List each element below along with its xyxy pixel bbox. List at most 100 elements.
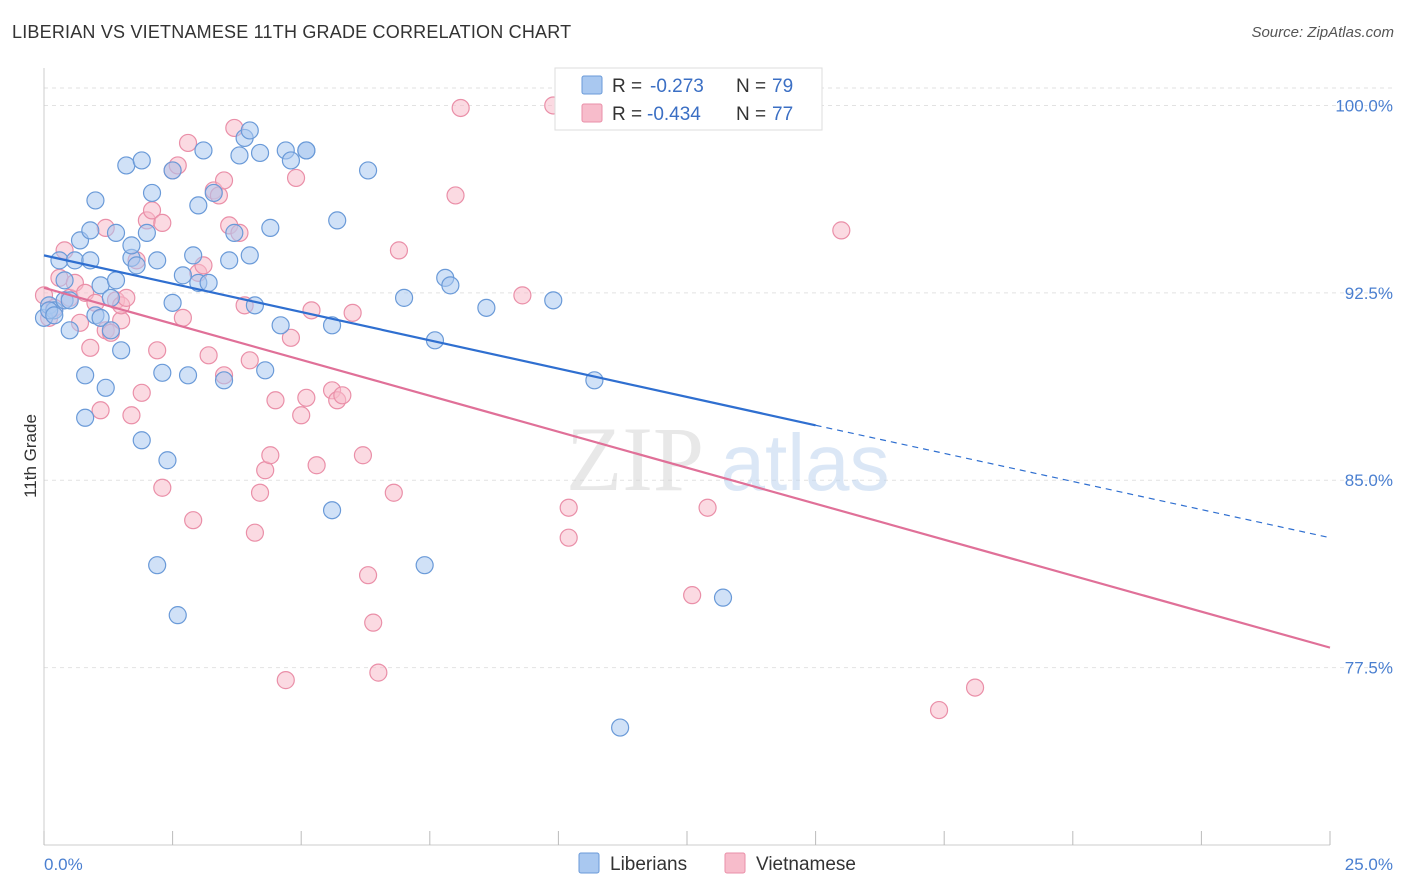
liberian-point — [240, 121, 259, 140]
liberian-point — [230, 146, 249, 165]
y-tick-label: 100.0% — [1335, 96, 1393, 115]
liberian-point — [106, 271, 126, 290]
liberian-point — [358, 161, 378, 180]
vietnamese-point — [250, 483, 270, 502]
liberian-point — [122, 236, 141, 255]
vietnamese-point — [199, 346, 218, 365]
liberian-point — [142, 183, 162, 203]
vietnamese-point — [266, 391, 285, 410]
liberian-point — [240, 246, 259, 265]
vietnamese-point — [261, 446, 280, 465]
bottom-legend: Liberians Vietnamese — [578, 852, 856, 875]
liberian-point — [117, 156, 136, 175]
legend-r-label-liberians: R = — [612, 76, 642, 97]
vietnamese-point — [153, 478, 172, 497]
legend-n-label-liberians: N = — [736, 76, 766, 97]
vietnamese-point — [91, 401, 110, 420]
liberian-point — [148, 556, 167, 575]
vietnamese-point — [513, 286, 532, 305]
liberian-point — [328, 211, 347, 230]
source-credit: Source: ZipAtlas.com — [1251, 24, 1394, 41]
liberian-point — [132, 151, 151, 170]
legend-r-value-liberians: -0.273 — [650, 76, 704, 97]
vietnamese-point — [281, 328, 301, 347]
vietnamese-point — [369, 663, 388, 682]
vietnamese-point — [965, 678, 985, 697]
liberian-point — [76, 408, 95, 427]
vietnamese-point — [214, 171, 234, 190]
y-tick-label: 85.0% — [1345, 471, 1393, 490]
liberian-point — [281, 151, 301, 170]
vietnamese-point — [343, 303, 362, 322]
liberian-point — [91, 308, 110, 327]
liberian-point — [112, 341, 131, 360]
liberian-point — [168, 606, 187, 625]
liberian-point — [611, 718, 630, 737]
vietnamese-point — [358, 566, 378, 585]
liberian-point — [127, 256, 146, 275]
liberian-point — [322, 316, 342, 335]
liberian-point — [204, 183, 223, 203]
vietnamese-point — [276, 671, 295, 690]
liberian-point — [297, 141, 316, 160]
liberian-trend-line — [43, 254, 816, 427]
vietnamese-point — [832, 221, 851, 240]
vietnamese-point — [333, 386, 352, 405]
liberian-point — [55, 271, 74, 290]
legend-box: R = -0.273 N = 79 R = -0.434 N = 77 — [554, 67, 823, 131]
vietnamese-point — [148, 341, 167, 360]
liberian-point — [158, 451, 177, 470]
liberian-point — [250, 143, 270, 163]
vietnamese-point — [132, 383, 151, 402]
x-tick-label-max: 25.0% — [1345, 855, 1393, 874]
vietnamese-point — [559, 528, 578, 547]
y-tick-label: 92.5% — [1345, 284, 1393, 303]
vietnamese-point — [292, 406, 311, 425]
liberian-point — [544, 291, 563, 310]
liberian-point — [148, 251, 167, 270]
vietnamese-point — [446, 186, 465, 205]
vietnamese-point — [173, 308, 192, 327]
vietnamese-point — [153, 213, 172, 233]
vietnamese-point — [451, 98, 470, 118]
legend-r-label-vietnamese: R = — [612, 104, 642, 125]
bottom-legend-swatch-liberians — [578, 852, 600, 874]
liberian-point — [76, 366, 95, 385]
legend-r-value-vietnamese: -0.434 — [647, 104, 701, 125]
vietnamese-point — [307, 456, 326, 475]
liberian-point — [178, 366, 198, 385]
vietnamese-point — [286, 168, 306, 188]
vietnamese-point — [297, 388, 316, 407]
vietnamese-trend-line — [43, 286, 1331, 649]
liberian-point — [60, 321, 79, 340]
y-axis-label: 11th Grade — [21, 414, 40, 498]
liberian-point — [101, 321, 120, 340]
vietnamese-point — [353, 446, 373, 465]
vietnamese-point — [389, 241, 409, 260]
liberian-point — [322, 501, 342, 520]
liberian-point — [153, 363, 172, 382]
liberian-point — [256, 361, 275, 380]
liberian-point — [199, 273, 218, 292]
legend-n-label-vietnamese: N = — [736, 104, 766, 125]
liberian-point — [132, 431, 151, 450]
vietnamese-point — [929, 700, 949, 720]
liberian-point — [441, 276, 460, 295]
liberian-point — [261, 218, 280, 237]
liberian-point — [163, 293, 182, 312]
legend-swatch-vietnamese — [581, 103, 603, 123]
liberian-trend-extension — [815, 424, 1331, 539]
watermark-atlas: atlas — [721, 418, 890, 507]
liberian-point — [163, 161, 182, 180]
liberian-point — [45, 306, 64, 325]
grid-lines — [44, 87, 1393, 669]
legend-n-value-liberians: 79 — [772, 76, 793, 97]
legend-swatch-liberians — [581, 75, 603, 95]
watermark: ZIP atlas — [566, 408, 889, 510]
vietnamese-point — [178, 133, 198, 153]
chart-title: LIBERIAN VS VIETNAMESE 11TH GRADE CORREL… — [12, 22, 572, 42]
liberian-point — [194, 141, 213, 160]
liberian-point — [214, 371, 234, 390]
liberian-point — [137, 223, 156, 242]
